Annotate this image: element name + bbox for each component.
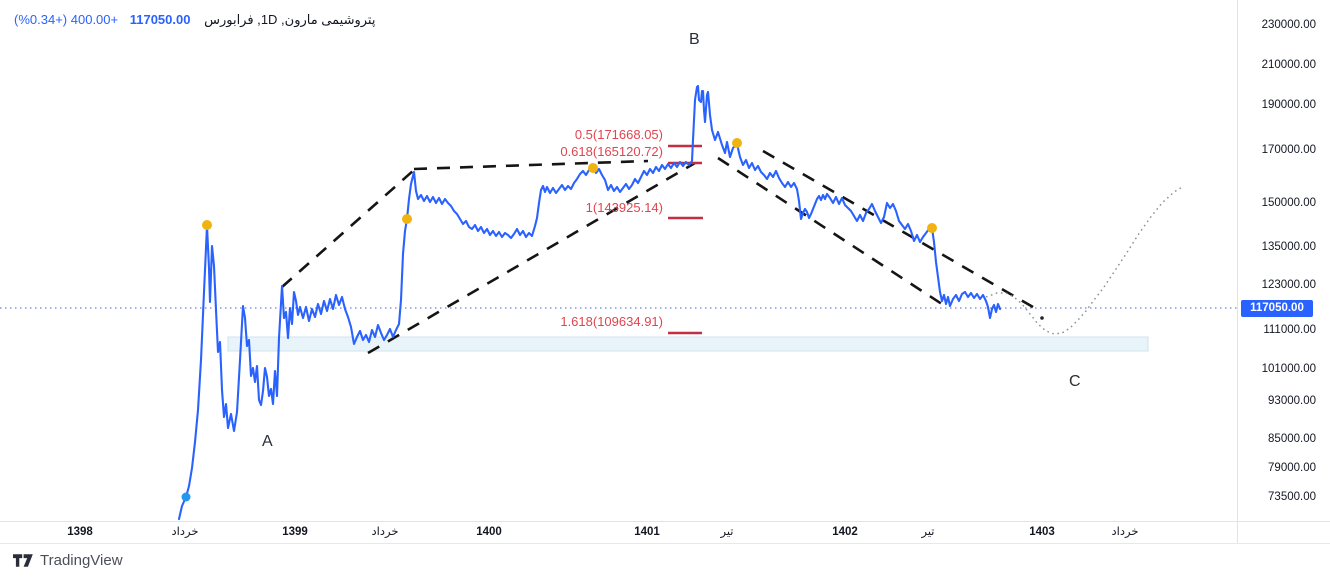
time-tick-label: 1399 — [282, 526, 308, 538]
price-tick-label: 135000.00 — [1261, 241, 1316, 253]
time-tick-label: خرداد — [371, 526, 399, 538]
forecast-projection-curve[interactable] — [985, 185, 1185, 335]
price-chart-canvas[interactable] — [0, 0, 1237, 521]
price-tick-label: 230000.00 — [1261, 19, 1316, 31]
trendline-dashed-4[interactable] — [762, 149, 1034, 309]
time-axis-separator — [0, 521, 1330, 522]
dot-black-marker — [1040, 316, 1044, 320]
time-tick-label: تیر — [921, 526, 935, 538]
time-tick-label: 1401 — [634, 526, 660, 538]
fib-label-1[interactable]: 1(143925.14) — [585, 200, 663, 215]
time-tick-label: 1402 — [832, 526, 858, 538]
trendline-dashed-3[interactable] — [367, 161, 696, 355]
price-change: +400.00 (+0.34%) — [14, 12, 119, 27]
price-tick-label: 85000.00 — [1268, 433, 1316, 445]
price-tick-label: 150000.00 — [1261, 197, 1316, 209]
fib-label-0.618[interactable]: 0.618(165120.72) — [560, 144, 663, 159]
time-tick-label: 1403 — [1029, 526, 1055, 538]
fib-label-0.5[interactable]: 0.5(171668.05) — [574, 127, 663, 142]
circle-yellow-marker[interactable] — [202, 220, 212, 230]
price-tick-label: 190000.00 — [1261, 99, 1316, 111]
tradingview-logo-text: TradingView — [40, 552, 123, 569]
circle-yellow-marker[interactable] — [927, 223, 937, 233]
price-tick-label: 93000.00 — [1268, 395, 1316, 407]
time-tick-label: 1400 — [476, 526, 502, 538]
attribution-bar: TradingView — [0, 544, 1330, 579]
price-tick-label: 170000.00 — [1261, 144, 1316, 156]
circle-blue-marker[interactable] — [181, 492, 191, 502]
time-tick-label: تیر — [720, 526, 734, 538]
price-axis-separator — [1237, 0, 1238, 543]
circle-yellow-marker[interactable] — [588, 163, 598, 173]
symbol-title[interactable]: پتروشیمی مارون, 1D, فرابورس — [204, 12, 376, 27]
time-tick-label: 1398 — [67, 526, 93, 538]
price-tick-label: 73500.00 — [1268, 491, 1316, 503]
last-price: 117050.00 — [129, 12, 191, 27]
symbol-header: پتروشیمی مارون, 1D, فرابورس 117050.00 +4… — [14, 12, 375, 28]
time-tick-label: خرداد — [1111, 526, 1139, 538]
price-tick-label: 123000.00 — [1261, 279, 1316, 291]
time-tick-label: خرداد — [171, 526, 199, 538]
wave-label-A[interactable]: A — [262, 433, 274, 450]
trendline-dashed-5[interactable] — [717, 156, 949, 310]
circle-yellow-marker[interactable] — [732, 138, 742, 148]
trendline-dashed-1[interactable] — [281, 169, 415, 288]
bottom-bar-separator — [0, 543, 1330, 544]
trendline-dashed-2[interactable] — [413, 159, 649, 171]
support-zone-band[interactable] — [227, 336, 1149, 352]
price-tick-label: 101000.00 — [1261, 363, 1316, 375]
circle-yellow-marker[interactable] — [402, 214, 412, 224]
fib-label-1.618[interactable]: 1.618(109634.91) — [560, 314, 663, 329]
chart-pane[interactable]: پتروشیمی مارون, 1D, فرابورس 117050.00 +4… — [0, 0, 1237, 521]
price-tick-label: 210000.00 — [1261, 59, 1316, 71]
price-axis[interactable]: 230000.00 210000.00 190000.00 170000.00 1500… — [1238, 0, 1330, 521]
wave-label-B[interactable]: B — [689, 31, 701, 48]
wave-label-C[interactable]: C — [1069, 373, 1082, 390]
tradingview-logo-icon — [13, 554, 33, 567]
time-axis[interactable]: 1398 خرداد 1399 خرداد 1400 1401 تیر 1402 تیر 1403… — [0, 522, 1237, 543]
tradingview-attribution[interactable]: TradingView — [13, 552, 123, 569]
price-tick-label: 79000.00 — [1268, 462, 1316, 474]
current-price-badge: 117050.00 — [1241, 300, 1313, 317]
price-tick-label: 111000.00 — [1263, 324, 1316, 336]
